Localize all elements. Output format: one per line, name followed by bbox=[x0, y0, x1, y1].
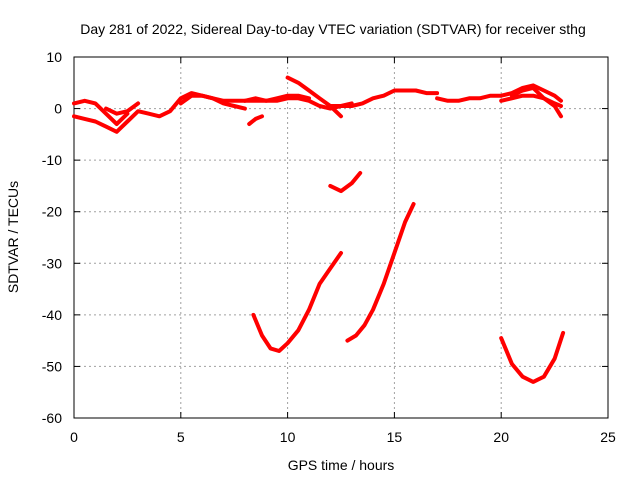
x-tick-label: 10 bbox=[280, 429, 296, 445]
series-arc-14 bbox=[345, 202, 416, 343]
series-arc-8 bbox=[328, 88, 440, 108]
grid bbox=[74, 57, 608, 418]
x-tick-label: 5 bbox=[177, 429, 185, 445]
series-arc-4 bbox=[178, 93, 247, 111]
x-tick-label: 15 bbox=[387, 429, 403, 445]
y-tick-label: -30 bbox=[42, 255, 62, 271]
x-tick-label: 25 bbox=[600, 429, 616, 445]
series-arc-6 bbox=[247, 114, 264, 126]
y-tick-label: -60 bbox=[42, 410, 62, 426]
series-arc-13 bbox=[251, 251, 343, 353]
series-arc-15 bbox=[499, 330, 566, 384]
y-tick-label: -10 bbox=[42, 152, 62, 168]
x-tick-label: 20 bbox=[493, 429, 509, 445]
series-arc-2 bbox=[72, 98, 130, 126]
series-arc-5 bbox=[242, 93, 311, 103]
series-arc-11 bbox=[509, 85, 563, 119]
series-arc-3 bbox=[104, 101, 141, 116]
y-tick-label: -20 bbox=[42, 204, 62, 220]
x-axis-title: GPS time / hours bbox=[288, 457, 395, 473]
x-tick-label: 0 bbox=[70, 429, 78, 445]
y-tick-label: 0 bbox=[54, 101, 62, 117]
series-arc-10 bbox=[499, 93, 563, 108]
chart-title: Day 281 of 2022, Sidereal Day-to-day VTE… bbox=[80, 21, 586, 37]
y-tick-label: -40 bbox=[42, 307, 62, 323]
data-series bbox=[72, 75, 566, 384]
series-arc-12 bbox=[328, 171, 363, 194]
series-arc-9 bbox=[435, 83, 563, 103]
y-axis-title: SDTVAR / TECUs bbox=[5, 181, 21, 293]
y-tick-label: -50 bbox=[42, 358, 62, 374]
axis-ticks bbox=[73, 56, 609, 419]
y-tick-label: 10 bbox=[46, 49, 62, 65]
x-tick-labels: 0 5 10 15 20 25 bbox=[70, 429, 616, 445]
plot-frame bbox=[73, 56, 609, 419]
y-tick-labels: 10 0 -10 -20 -30 -40 -50 -60 bbox=[42, 49, 62, 426]
